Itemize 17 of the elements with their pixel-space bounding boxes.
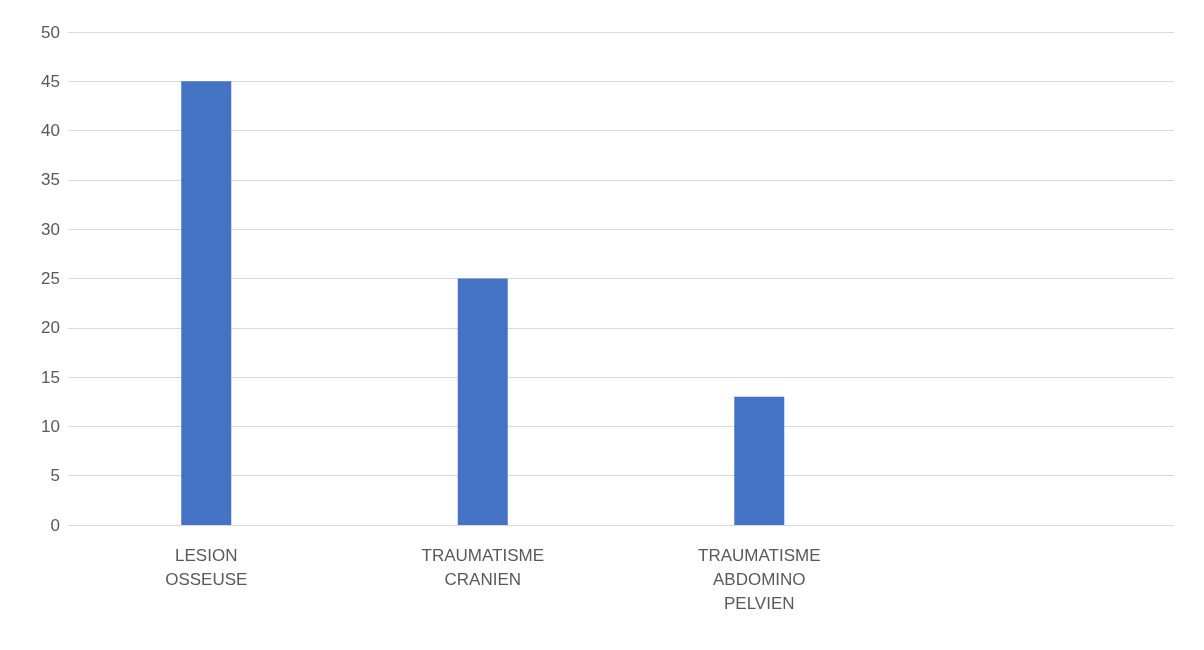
y-tick-label: 20 xyxy=(41,318,60,338)
bar xyxy=(457,278,508,525)
bar xyxy=(734,396,785,525)
y-tick-label: 50 xyxy=(41,22,60,42)
y-tick-label: 40 xyxy=(41,121,60,141)
y-tick-label: 25 xyxy=(41,269,60,288)
x-tick-label: TRAUMATISME ABDOMINO PELVIEN xyxy=(698,545,821,613)
y-tick-label: 5 xyxy=(50,466,60,486)
y-tick-label: 35 xyxy=(41,170,60,190)
bar xyxy=(181,81,232,525)
y-tick-label: 0 xyxy=(50,515,60,535)
y-tick-label: 15 xyxy=(41,367,60,387)
x-tick-label: TRAUMATISME CRANIEN xyxy=(421,545,544,589)
y-tick-label: 45 xyxy=(41,71,60,91)
x-tick-label: LESION OSSEUSE xyxy=(165,545,248,589)
y-tick-label: 10 xyxy=(41,416,60,436)
y-tick-label: 30 xyxy=(41,219,60,239)
